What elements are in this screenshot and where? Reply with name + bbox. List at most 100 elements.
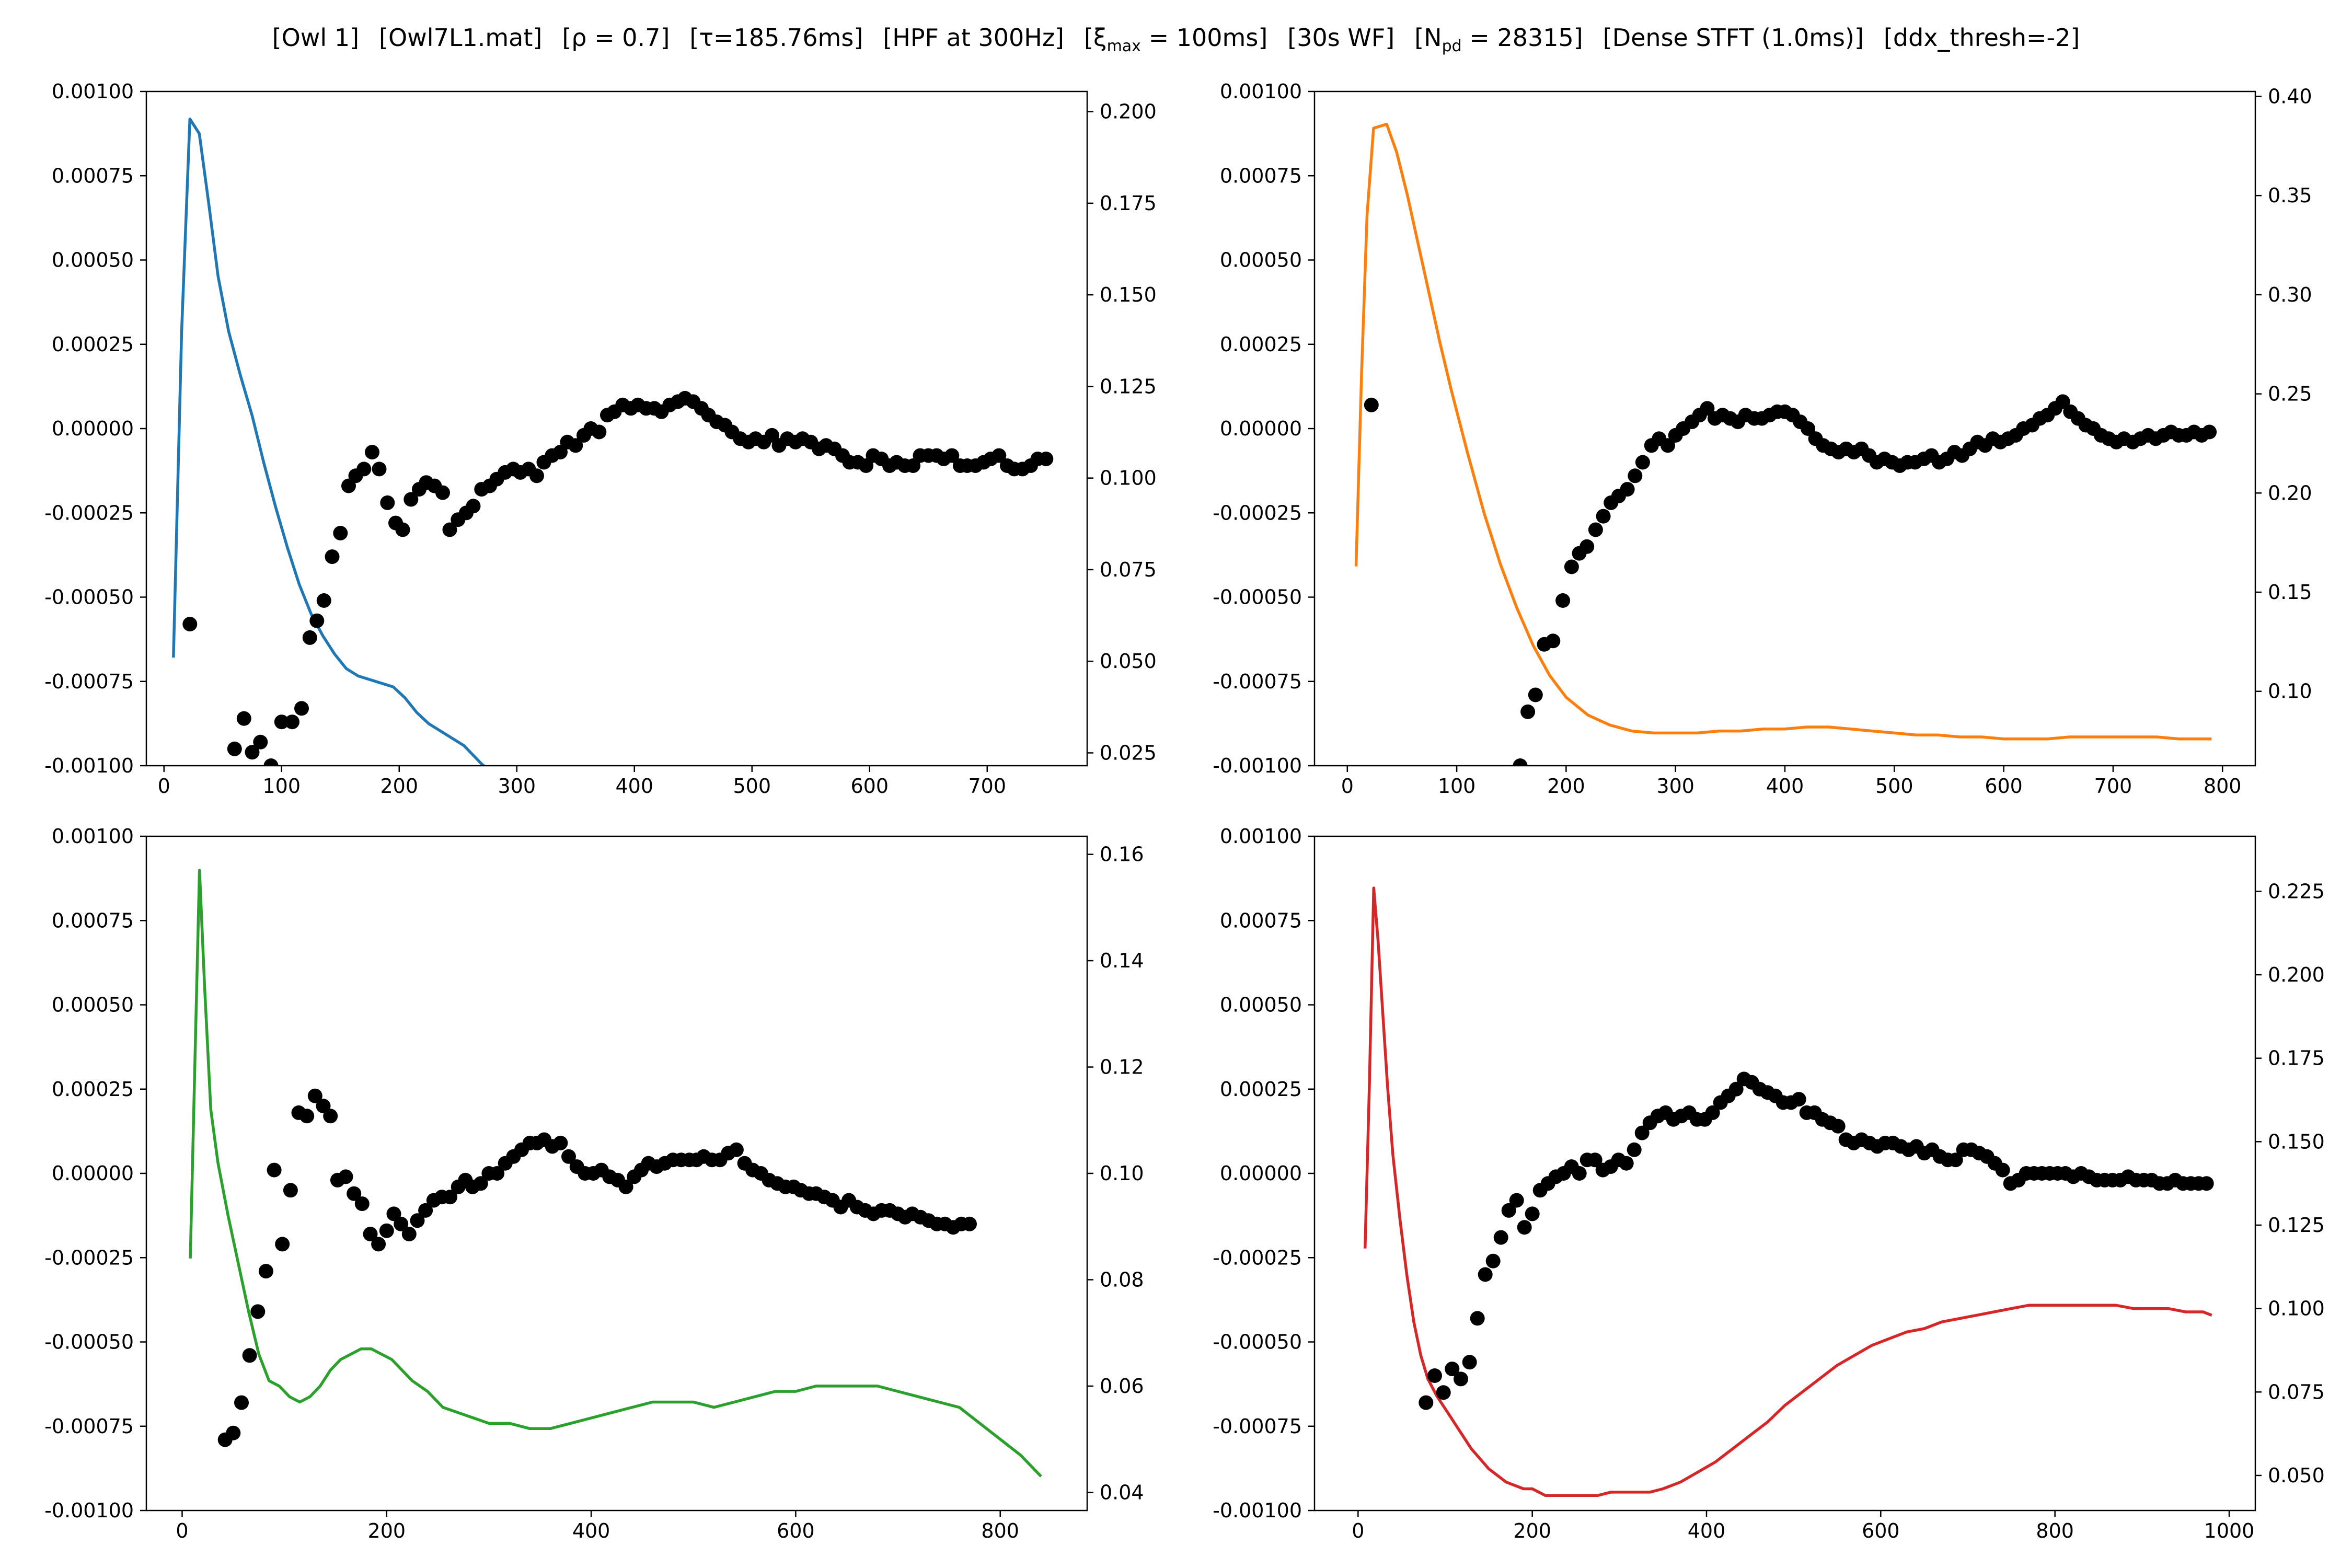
series-line	[189, 869, 1042, 1478]
x-tick-label: 0	[1341, 775, 1354, 798]
scatter-point	[1501, 1203, 1516, 1218]
x-tick-label: 800	[981, 1519, 1019, 1542]
scatter-point	[316, 1099, 331, 1113]
scatter-point	[765, 428, 779, 443]
scatter-point	[987, 0, 1001, 7]
x-tick-label: 400	[615, 775, 653, 798]
title-part: [HPF at 300Hz]	[883, 24, 1064, 52]
scatter-point	[1436, 1385, 1451, 1400]
x-tick-label: 300	[1656, 775, 1694, 798]
subplot-4: 0 200 400 600 800 1000 0.00100 0.00075 0.00050 0.…	[1213, 825, 2325, 1542]
scatter-point	[245, 745, 260, 760]
y-left-tick-label: 0.00050	[1220, 249, 1302, 272]
title-part: [ρ = 0.7]	[562, 24, 670, 52]
scatter-point	[333, 526, 348, 540]
y-left-tick-label: -0.00100	[1213, 1499, 1302, 1522]
figure-title: [Owl 1] [Owl7L1.mat] [ρ = 0.7] [τ=185.76ms]…	[0, 24, 2352, 55]
x-tick-label: 600	[850, 775, 889, 798]
scatter-point	[561, 1149, 576, 1164]
subplot-1: 0 100 200 300 400 500 600 700 0.00100 0.00075 0.00…	[44, 80, 1157, 798]
y-left-tick-label: -0.00050	[1213, 586, 1302, 609]
y-left-tick-label: 0.00025	[1220, 1078, 1302, 1101]
y-left-tick-label: 0.00100	[52, 825, 134, 848]
scatter-point	[1587, 1152, 1602, 1168]
scatter-point	[1791, 1092, 1806, 1107]
scatter-point	[991, 448, 1007, 463]
scatter-point	[325, 549, 340, 564]
scatter-point	[1596, 509, 1611, 524]
scatter-point	[1528, 687, 1543, 702]
scatter-point	[338, 1169, 353, 1184]
x-tick-label: 500	[1875, 775, 1913, 798]
scatter-point	[1555, 593, 1571, 608]
scatter-point	[490, 1166, 505, 1181]
scatter-point	[363, 1227, 378, 1242]
scatter-point	[234, 1395, 249, 1410]
y-right-tick-label: 0.125	[2268, 1214, 2325, 1237]
scatter-point	[1445, 1362, 1460, 1377]
scatter-point	[2199, 1176, 2214, 1191]
y-right-tick-label: 0.050	[1100, 650, 1157, 673]
scatter-point	[299, 1109, 315, 1124]
scatter-point	[263, 758, 279, 766]
scatter-point	[283, 1183, 298, 1198]
scatter-point	[182, 617, 198, 632]
scatter-point	[1028, 0, 1042, 7]
scatter-point	[401, 1227, 417, 1242]
scatter-point	[729, 1142, 744, 1157]
scatter-point	[302, 630, 317, 645]
scatter-point	[347, 1186, 362, 1201]
x-tick-label: 500	[733, 775, 771, 798]
scatter-point	[307, 1088, 322, 1103]
series-line	[1363, 886, 2212, 1497]
scatter-point	[529, 468, 544, 483]
y-right-tick-label: 0.225	[2268, 880, 2325, 903]
scatter-point	[442, 522, 457, 537]
x-tick-label: 200	[368, 1519, 406, 1542]
scatter-point	[553, 1135, 568, 1150]
scatter-point	[410, 1213, 425, 1228]
y-left-tick-label: -0.00050	[1213, 1331, 1302, 1354]
scatter-point	[1948, 1152, 1963, 1168]
x-tick-label: 1000	[2204, 1519, 2255, 1542]
x-tick-label: 600	[777, 1519, 815, 1542]
y-left-tick-label: 0.00075	[1220, 909, 1302, 932]
scatter-point	[285, 714, 299, 730]
scatter-point	[995, 0, 1010, 7]
scatter-point	[1419, 1395, 1434, 1410]
title-part: [Owl7L1.mat]	[379, 24, 543, 52]
subplot-2: 0 100 200 300 400 500 600 700 800 0.00100 0.00075 0…	[1213, 80, 2312, 798]
y-left-tick-label: 0.00025	[52, 333, 134, 356]
scatter-point	[236, 711, 251, 726]
y-right-tick-label: 0.200	[1100, 100, 1157, 123]
scatter-point	[1509, 1193, 1524, 1208]
scatter-point	[395, 522, 410, 537]
scatter-point	[592, 424, 607, 440]
scatter-point	[1700, 401, 1715, 416]
scatter-point	[1546, 633, 1561, 649]
scatter-point	[1705, 1105, 1720, 1120]
scatter-point	[267, 1162, 282, 1178]
y-left-tick-label: 0.00100	[52, 80, 134, 103]
scatter-point	[1003, 0, 1018, 7]
y-left-tick-label: 0.00000	[52, 417, 134, 440]
y-left-tick-label: -0.00100	[44, 1499, 134, 1522]
scatter-point	[978, 0, 993, 7]
scatter-point	[1830, 1119, 1846, 1134]
scatter-point	[859, 458, 873, 473]
x-tick-label: 700	[968, 775, 1006, 798]
y-right-tick-label: 0.08	[1100, 1268, 1144, 1291]
y-right-tick-label: 0.075	[1100, 558, 1157, 581]
y-left-tick-label: -0.00025	[1213, 1246, 1302, 1269]
scatter-point	[1462, 1355, 1477, 1370]
x-tick-label: 600	[1862, 1519, 1900, 1542]
scatter-point	[316, 593, 331, 608]
y-left-tick-label: -0.00025	[44, 501, 134, 524]
scatter-point	[294, 701, 309, 716]
scatter-point	[372, 462, 387, 477]
series-line	[1354, 122, 2212, 741]
scatter-point	[1520, 704, 1536, 719]
y-right-tick-label: 0.150	[2268, 1130, 2325, 1153]
scatter-point	[1427, 1368, 1442, 1383]
axes-frame	[1313, 90, 2256, 767]
